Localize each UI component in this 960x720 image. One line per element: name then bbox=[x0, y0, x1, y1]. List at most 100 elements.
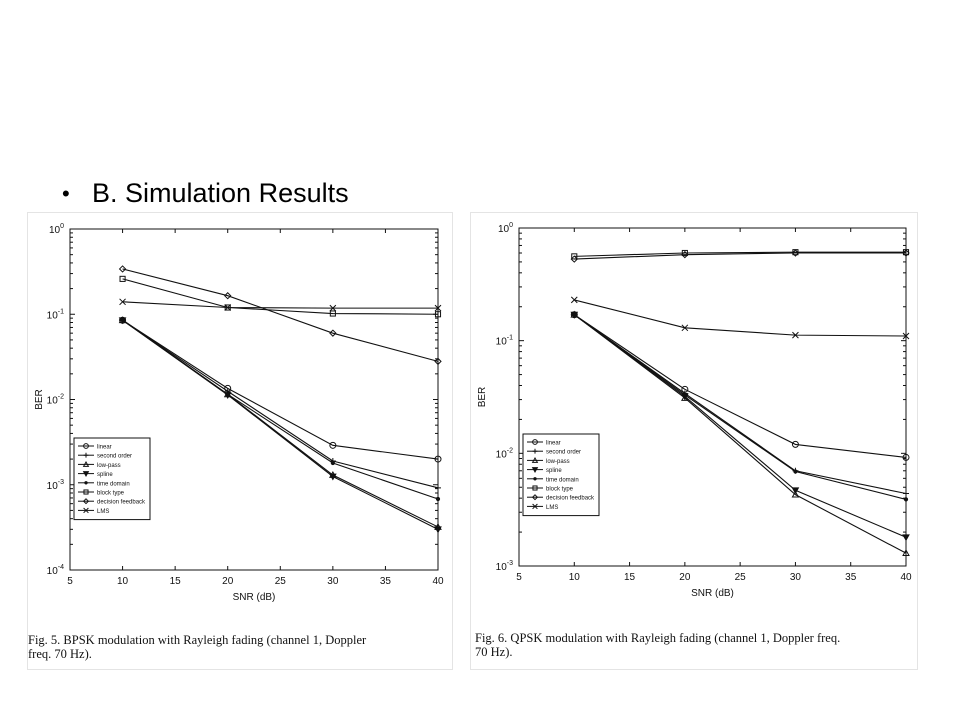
legend-marker bbox=[83, 489, 89, 495]
data-point-block-type bbox=[681, 249, 688, 257]
y-tick-label: 10-4 bbox=[47, 564, 64, 577]
data-point-linear bbox=[329, 441, 337, 449]
y-tick-label: 10-3 bbox=[496, 560, 513, 573]
series-line-spline bbox=[573, 314, 907, 538]
legend-box bbox=[73, 437, 151, 521]
y-tick-label: 10-1 bbox=[47, 308, 64, 321]
bullet-icon: • bbox=[62, 180, 70, 206]
data-point-time-domain bbox=[330, 460, 335, 466]
data-point-lms bbox=[792, 331, 799, 339]
data-point-decision-feedback bbox=[434, 357, 442, 366]
data-point-linear bbox=[434, 455, 442, 463]
data-point-time-domain bbox=[682, 392, 687, 398]
series-line-block-type bbox=[122, 278, 439, 315]
x-tick-label: 20 bbox=[679, 572, 691, 583]
plot-frame bbox=[518, 227, 907, 567]
legend-label: spline bbox=[97, 472, 113, 478]
data-point-low-pass bbox=[902, 549, 910, 557]
data-point-lms bbox=[570, 296, 578, 304]
x-tick-label: 20 bbox=[222, 576, 234, 587]
legend-marker bbox=[531, 494, 539, 501]
series-line-second-order bbox=[573, 314, 907, 495]
legend-marker bbox=[531, 456, 539, 463]
series-line-lms bbox=[122, 301, 438, 309]
legend-box bbox=[522, 433, 600, 517]
data-point-time-domain bbox=[572, 312, 577, 317]
x-axis-label: SNR (dB) bbox=[691, 588, 734, 599]
data-point-lms bbox=[434, 304, 442, 312]
legend-marker bbox=[532, 439, 538, 445]
legend-label: linear bbox=[546, 441, 561, 447]
legend-label: low-pass bbox=[546, 459, 570, 465]
figure-6-caption: Fig. 6. QPSK modulation with Rayleigh fa… bbox=[475, 631, 841, 659]
figure-5-caption: Fig. 5. BPSK modulation with Rayleigh fa… bbox=[28, 633, 367, 661]
y-tick-label: 10-1 bbox=[496, 335, 513, 348]
x-tick-label: 25 bbox=[275, 576, 287, 587]
series-line-time-domain bbox=[122, 319, 439, 500]
legend-marker bbox=[82, 471, 90, 478]
figure-5: 5 10 15 20 25 30 35 40 SNR (dB) 100 10-1 10-2 10-3 10… bbox=[27, 212, 453, 670]
slide-heading-text: B. Simulation Results bbox=[92, 178, 349, 208]
legend-marker bbox=[82, 498, 90, 505]
data-point-second-order bbox=[903, 490, 909, 497]
data-point-decision-feedback bbox=[570, 255, 578, 263]
data-point-block-type bbox=[434, 311, 442, 318]
data-point-lms bbox=[119, 298, 126, 306]
data-point-decision-feedback bbox=[902, 249, 910, 257]
data-point-decision-feedback bbox=[118, 265, 127, 273]
legend-label: LMS bbox=[97, 509, 109, 515]
x-tick-label: 25 bbox=[735, 572, 747, 583]
data-point-lms bbox=[902, 332, 910, 340]
y-tick-label: 10-3 bbox=[47, 479, 64, 492]
figure-6: 5 10 15 20 25 30 35 40 SNR (dB) 100 10-1 10-2 10-3 BE… bbox=[470, 212, 918, 670]
y-axis-label: BER bbox=[477, 387, 488, 408]
legend-marker bbox=[83, 452, 89, 458]
data-point-time-domain bbox=[120, 317, 125, 322]
series-line-block-type bbox=[574, 251, 906, 257]
legend-label: linear bbox=[97, 445, 112, 451]
data-point-spline bbox=[791, 487, 800, 495]
data-point-second-order bbox=[435, 484, 441, 491]
legend-label: time domain bbox=[546, 477, 579, 483]
series-line-second-order bbox=[122, 319, 439, 489]
data-point-spline bbox=[329, 473, 337, 481]
legend-marker bbox=[532, 503, 538, 510]
series-line-decision-feedback bbox=[574, 252, 906, 260]
legend-label: block type bbox=[97, 491, 125, 497]
series-line-linear bbox=[122, 319, 439, 460]
chart-bpsk: 5 10 15 20 25 30 35 40 SNR (dB) 100 10-1 10-2 10-3 10… bbox=[34, 223, 444, 603]
x-axis-label: SNR (dB) bbox=[233, 592, 276, 603]
x-tick-label: 35 bbox=[845, 572, 857, 583]
data-point-lms bbox=[329, 304, 337, 312]
data-point-decision-feedback bbox=[681, 250, 689, 259]
series-line-low-pass bbox=[573, 314, 907, 554]
chart-qpsk: 5 10 15 20 25 30 35 40 SNR (dB) 100 10-1 10-2 10-3 BE… bbox=[477, 222, 912, 599]
slide-heading: • B. Simulation Results bbox=[62, 178, 349, 209]
x-tick-label: 5 bbox=[516, 572, 522, 583]
x-tick-label: 5 bbox=[67, 576, 73, 587]
data-point-time-domain bbox=[903, 497, 909, 502]
series-line-lms bbox=[574, 299, 907, 337]
legend-marker bbox=[82, 460, 90, 467]
data-point-lms bbox=[681, 324, 689, 332]
x-tick-label: 10 bbox=[569, 572, 581, 583]
x-tick-label: 15 bbox=[170, 576, 182, 587]
legend-marker bbox=[532, 485, 538, 491]
legend-marker bbox=[532, 448, 538, 454]
legend-label: decision feedback bbox=[97, 500, 146, 506]
data-point-block-type bbox=[119, 275, 126, 282]
legend-marker bbox=[83, 443, 89, 449]
data-point-decision-feedback bbox=[224, 292, 232, 300]
y-tick-label: 10-2 bbox=[47, 394, 64, 407]
legend-marker bbox=[531, 467, 539, 474]
x-tick-label: 15 bbox=[624, 572, 636, 583]
data-point-spline bbox=[902, 534, 910, 542]
legend-label: spline bbox=[546, 468, 562, 474]
x-tick-label: 35 bbox=[380, 576, 392, 587]
data-point-block-type bbox=[329, 310, 336, 317]
x-tick-label: 10 bbox=[117, 576, 129, 587]
x-tick-label: 30 bbox=[790, 572, 802, 583]
series-line-decision-feedback bbox=[122, 268, 439, 362]
data-point-decision-feedback bbox=[329, 329, 337, 337]
data-point-time-domain bbox=[225, 392, 230, 397]
